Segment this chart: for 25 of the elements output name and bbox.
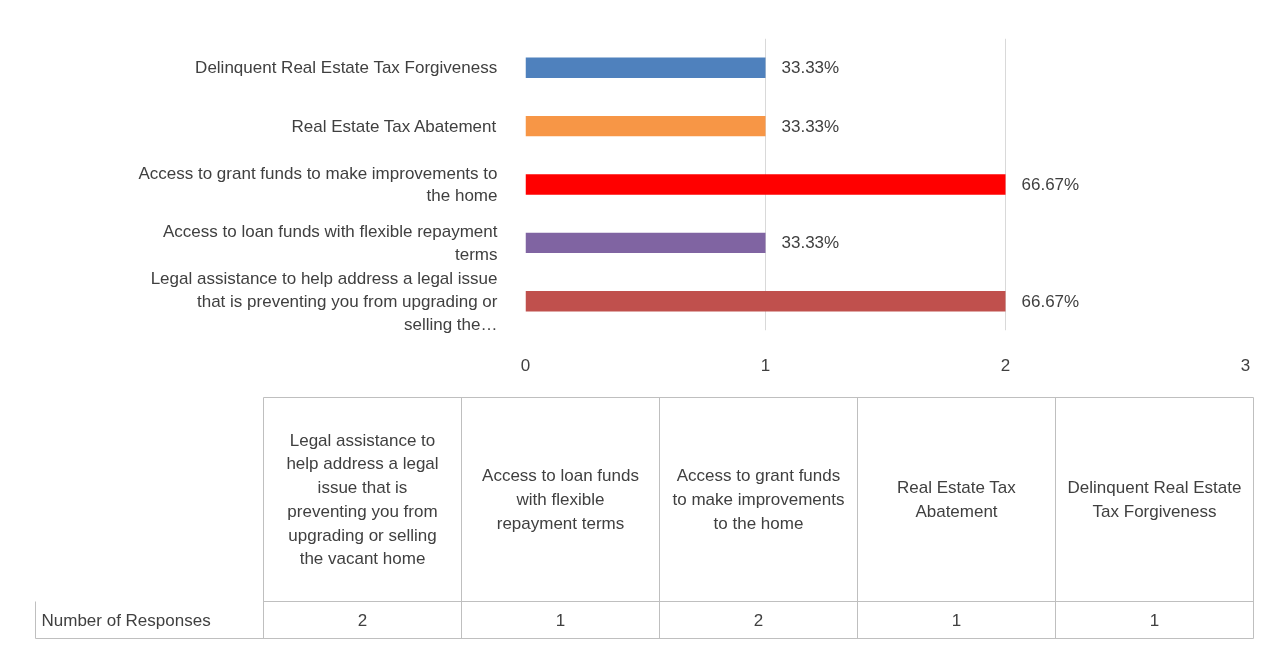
- text: 2: [753, 611, 764, 630]
- y-tick-label: Legal assistance to help address a legal issue that is preventing you from upgrading or selling the…: [150, 269, 498, 334]
- annotation: 33.33%: [781, 233, 840, 253]
- annotation: 66.67%: [1021, 175, 1080, 194]
- text: 2: [357, 611, 368, 630]
- text: Access to grant funds to make improvements to the home: [672, 466, 845, 533]
- y-tick-label: Access to grant funds to make improvements to the home: [138, 163, 498, 206]
- text: Number of Responses: [41, 610, 211, 630]
- text: 1: [1149, 611, 1160, 630]
- text: Real Estate Tax Abatement: [896, 478, 1017, 521]
- y-tick-label: Delinquent Real Estate Tax Forgiveness: [195, 58, 498, 78]
- annotation: 66.67%: [1021, 291, 1080, 311]
- x-tick-label: 2: [1000, 355, 1011, 375]
- x-tick-label: 1: [760, 355, 771, 375]
- text: 1: [951, 611, 962, 630]
- text: Delinquent Real Estate Tax Forgiveness: [1067, 478, 1242, 521]
- text: Access to loan funds with flexible repayment terms: [482, 466, 639, 533]
- annotation: 33.33%: [781, 58, 840, 78]
- y-tick-label: Real Estate Tax Abatement: [291, 116, 497, 136]
- y-tick-label: Access to loan funds with flexible repayment terms: [163, 222, 498, 264]
- text: Legal assistance to help address a legal issue that is preventing you from upgrading or selling the vacant home: [286, 430, 439, 569]
- text: 1: [555, 611, 566, 630]
- x-tick-label: 3: [1240, 355, 1251, 375]
- annotation: 33.33%: [781, 116, 840, 136]
- x-tick-label: 0: [520, 355, 531, 375]
